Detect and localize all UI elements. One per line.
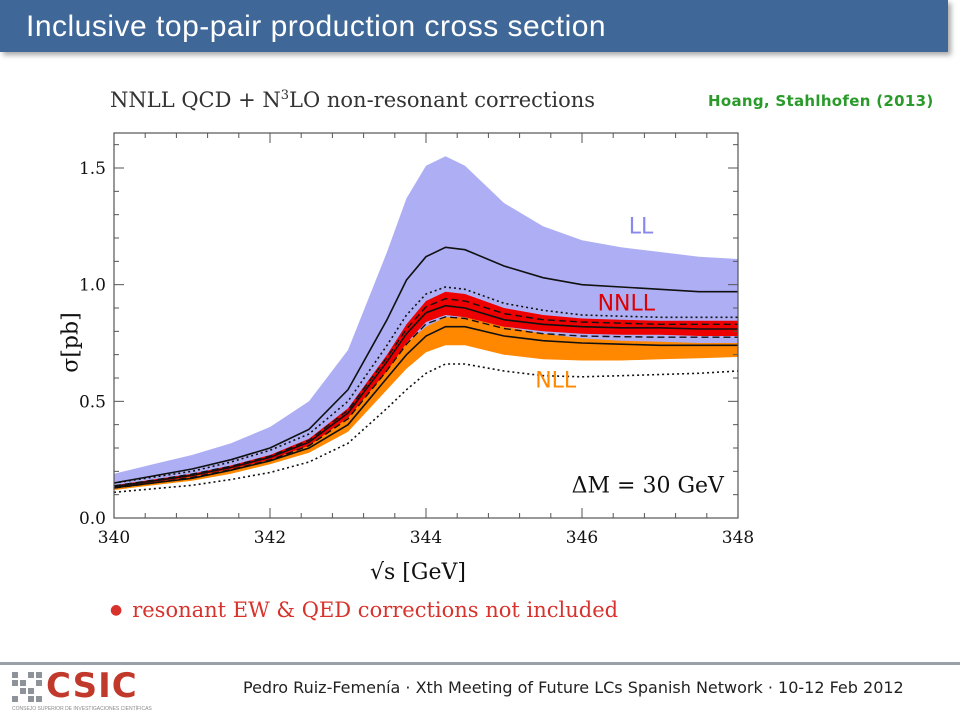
- x-tick-label: 340: [98, 528, 130, 548]
- line-dashed-1: [113, 297, 738, 487]
- x-axis-label: √s [GeV]: [370, 560, 466, 585]
- logo-grid-icon: [12, 672, 42, 702]
- line-outer-dotted-lower: [113, 363, 739, 494]
- bullet-icon: ●: [110, 602, 123, 618]
- x-tick-label: 342: [254, 528, 286, 548]
- slide-title: Inclusive top-pair production cross sect…: [26, 10, 607, 43]
- x-tick-label: 348: [722, 528, 754, 548]
- band-NLL: [114, 317, 738, 490]
- chart-title-sup: 3: [280, 88, 290, 103]
- series-label-NNLL: NNLL: [598, 291, 656, 316]
- central-line-NNLL: [113, 304, 738, 488]
- logo-text: CSIC: [46, 666, 138, 706]
- chart-title-rest: LO non-resonant corrections: [289, 88, 596, 112]
- note-text: resonant EW & QED corrections not includ…: [132, 598, 619, 622]
- y-tick-label: 1.0: [79, 276, 106, 296]
- csic-logo: CSIC CONSEJO SUPERIOR DE INVESTIGACIONES…: [12, 666, 152, 712]
- footer-text: Pedro Ruiz-Femenía · Xth Meeting of Futu…: [243, 678, 904, 697]
- line-outer-dotted-upper: [113, 286, 738, 484]
- title-bar: Inclusive top-pair production cross sect…: [0, 0, 948, 52]
- chart-title-main: NNLL QCD + N: [110, 88, 281, 112]
- x-tick-label: 346: [566, 528, 598, 548]
- series-label-LL: LL: [629, 214, 654, 239]
- y-tick-label: 1.5: [79, 159, 106, 179]
- central-line-NLL: [113, 325, 738, 489]
- note: ● resonant EW & QED corrections not inclu…: [110, 598, 618, 622]
- logo-subtext: CONSEJO SUPERIOR DE INVESTIGACIONES CIEN…: [12, 706, 152, 712]
- footer-divider: [0, 662, 960, 665]
- chart-title: NNLL QCD + N3LO non-resonant corrections: [110, 88, 595, 112]
- series-label-NLL: NLL: [535, 368, 577, 393]
- central-line-LL: [113, 246, 738, 484]
- delta-m-annotation: ΔM = 30 GeV: [572, 473, 725, 498]
- citation: Hoang, Stahlhofen (2013): [708, 92, 934, 110]
- y-tick-label: 0.5: [79, 392, 106, 412]
- y-axis-label: σ[pb]: [58, 312, 84, 373]
- x-tick-label: 344: [410, 528, 442, 548]
- y-tick-label: 0.0: [79, 509, 106, 529]
